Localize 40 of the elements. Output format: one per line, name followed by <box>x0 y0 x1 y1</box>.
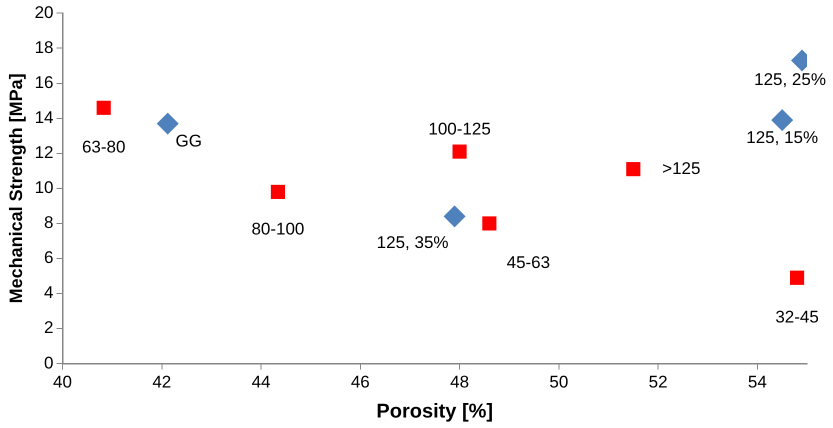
y-tick-label: 12 <box>34 143 54 162</box>
annotation: GG <box>176 131 202 150</box>
y-tick-label: 14 <box>34 108 54 128</box>
x-tick-label: 44 <box>252 372 270 392</box>
annotation: 32-45 <box>775 307 819 326</box>
y-tick-label: 6 <box>44 248 54 268</box>
point <box>156 112 179 135</box>
point <box>96 100 111 115</box>
point <box>270 184 285 199</box>
y-tick-label: 20 <box>34 2 54 22</box>
y-tick-label: 8 <box>44 213 54 232</box>
x-tick-label: 54 <box>748 372 767 392</box>
annotation: 125, 35% <box>376 233 449 252</box>
annotation: >125 <box>662 158 700 178</box>
x-tick-label: 40 <box>53 372 72 392</box>
y-tick-label: 16 <box>34 72 54 92</box>
y-tick-label: 4 <box>44 283 54 302</box>
point <box>771 109 794 132</box>
x-tick-label: 42 <box>152 372 172 392</box>
point <box>790 270 804 285</box>
y-tick-label: 10 <box>34 178 54 198</box>
x-axis-title: Porosity [%] <box>376 400 494 423</box>
point <box>444 205 466 228</box>
point <box>482 216 496 231</box>
annotation: 125, 15% <box>746 128 818 147</box>
x-tick-label: 50 <box>549 372 568 392</box>
point <box>452 144 467 159</box>
annotation: 125, 25% <box>754 70 826 90</box>
x-tick-label: 48 <box>450 372 470 392</box>
y-axis-title: Mechanical Strength [MPa] <box>6 73 26 304</box>
x-tick-label: 46 <box>350 372 370 392</box>
x-tick-label: 52 <box>648 372 668 392</box>
y-tick-label: 18 <box>34 38 54 57</box>
y-tick-label: 0 <box>44 353 54 372</box>
y-tick-label: 2 <box>44 318 54 338</box>
point <box>626 162 640 176</box>
annotation: 45-63 <box>506 253 550 272</box>
annotation: 100-125 <box>428 119 491 138</box>
annotation: 80-100 <box>251 220 304 239</box>
annotation: 63-80 <box>82 137 126 156</box>
